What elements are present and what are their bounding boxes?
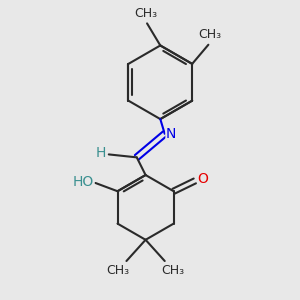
Text: CH₃: CH₃ bbox=[134, 7, 157, 20]
Text: O: O bbox=[198, 172, 208, 186]
Text: CH₃: CH₃ bbox=[106, 264, 130, 277]
Text: CH₃: CH₃ bbox=[161, 264, 184, 277]
Text: HO: HO bbox=[73, 175, 94, 188]
Text: H: H bbox=[95, 146, 106, 160]
Text: CH₃: CH₃ bbox=[198, 28, 221, 41]
Text: N: N bbox=[166, 127, 176, 141]
